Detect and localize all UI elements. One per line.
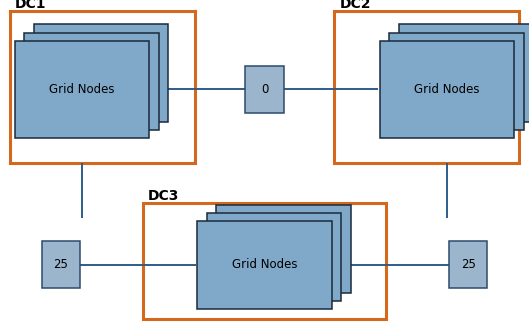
Text: Grid Nodes: Grid Nodes	[232, 258, 297, 271]
Text: DC2: DC2	[340, 0, 371, 11]
FancyBboxPatch shape	[216, 205, 351, 292]
Text: DC1: DC1	[15, 0, 47, 11]
FancyBboxPatch shape	[206, 213, 342, 301]
FancyBboxPatch shape	[334, 11, 519, 162]
FancyBboxPatch shape	[34, 24, 168, 122]
FancyBboxPatch shape	[245, 66, 284, 113]
FancyBboxPatch shape	[42, 241, 80, 289]
Text: Grid Nodes: Grid Nodes	[49, 83, 115, 96]
Text: Grid Nodes: Grid Nodes	[414, 83, 480, 96]
Text: 25: 25	[53, 258, 68, 271]
FancyBboxPatch shape	[399, 24, 529, 122]
FancyBboxPatch shape	[14, 41, 149, 138]
Text: 0: 0	[261, 83, 268, 96]
FancyBboxPatch shape	[143, 203, 386, 318]
FancyBboxPatch shape	[449, 241, 487, 289]
FancyBboxPatch shape	[380, 41, 514, 138]
FancyBboxPatch shape	[389, 32, 524, 130]
Text: DC3: DC3	[148, 189, 179, 203]
FancyBboxPatch shape	[197, 221, 332, 309]
FancyBboxPatch shape	[10, 11, 195, 162]
Text: 25: 25	[461, 258, 476, 271]
FancyBboxPatch shape	[24, 32, 159, 130]
